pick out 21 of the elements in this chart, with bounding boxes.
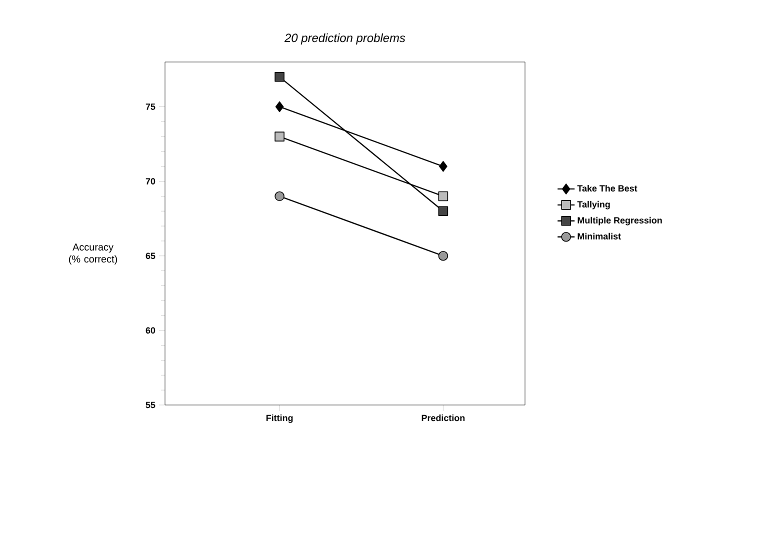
y-tick-label: 55 (146, 402, 156, 408)
x-tick-label: Prediction (422, 414, 465, 422)
y-axis-title: Accuracy (% correct) (68, 244, 118, 265)
legend-label: Tallying (577, 200, 610, 210)
point (274, 132, 284, 142)
point (275, 101, 284, 112)
point (274, 72, 284, 82)
chart-title: 20 prediction problems (284, 33, 406, 44)
y-tick-label: 70 (146, 178, 156, 184)
x-tick-label: Fitting (266, 414, 293, 423)
point (274, 191, 284, 202)
legend-label: Minimalist (578, 232, 621, 240)
point (439, 160, 448, 172)
y-tick-label: 60 (146, 327, 156, 334)
y-tick-label: 65 (146, 252, 156, 260)
legend-label: Multiple Regression (578, 216, 662, 226)
legend-label: Take The Best (577, 184, 638, 192)
y-tick-label: 75 (146, 104, 156, 110)
point (438, 250, 448, 261)
point (438, 191, 448, 202)
point (438, 206, 448, 216)
